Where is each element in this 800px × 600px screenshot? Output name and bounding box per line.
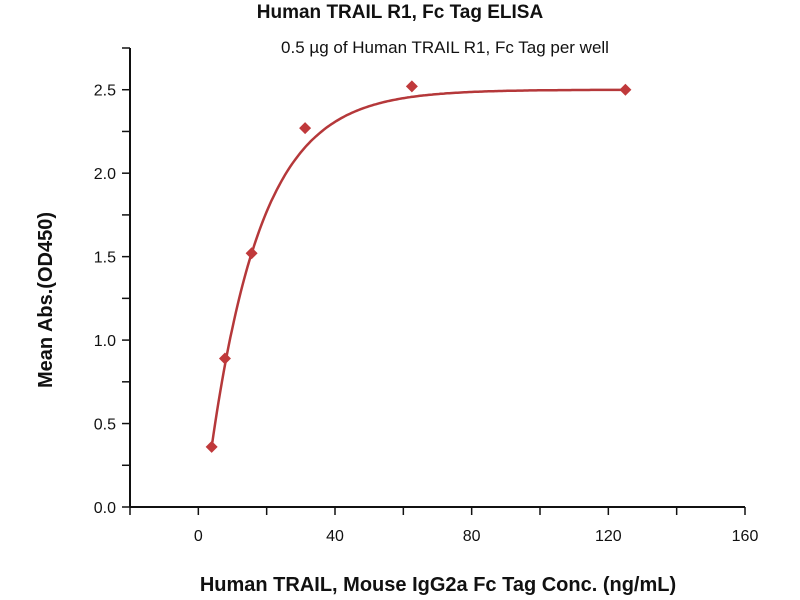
data-point-diamond — [405, 80, 418, 93]
x-tick-label: 0 — [194, 528, 203, 545]
x-tick-label: 80 — [463, 528, 481, 545]
x-axis-label: Human TRAIL, Mouse IgG2a Fc Tag Conc. (n… — [200, 574, 676, 596]
data-point-diamond — [245, 247, 258, 260]
chart-subtitle: 0.5 µg of Human TRAIL R1, Fc Tag per wel… — [281, 38, 609, 57]
y-tick-label: 2.0 — [94, 166, 116, 183]
x-tick-label: 40 — [326, 528, 344, 545]
data-point-diamond — [619, 83, 632, 96]
y-tick-label: 0.0 — [94, 500, 116, 517]
y-tick-label: 2.5 — [94, 83, 116, 100]
data-point-diamond — [205, 440, 218, 453]
x-tick-label: 160 — [732, 528, 759, 545]
y-tick-label: 1.0 — [94, 333, 116, 350]
fit-curve — [210, 88, 626, 447]
y-tick-label: 1.5 — [94, 250, 116, 267]
y-axis-label: Mean Abs.(OD450) — [35, 212, 57, 388]
x-tick-label: 120 — [595, 528, 622, 545]
data-point-diamond — [299, 122, 312, 135]
y-tick-label: 0.5 — [94, 417, 116, 434]
chart-title: Human TRAIL R1, Fc Tag ELISA — [256, 2, 544, 23]
data-point-diamond — [218, 352, 231, 365]
